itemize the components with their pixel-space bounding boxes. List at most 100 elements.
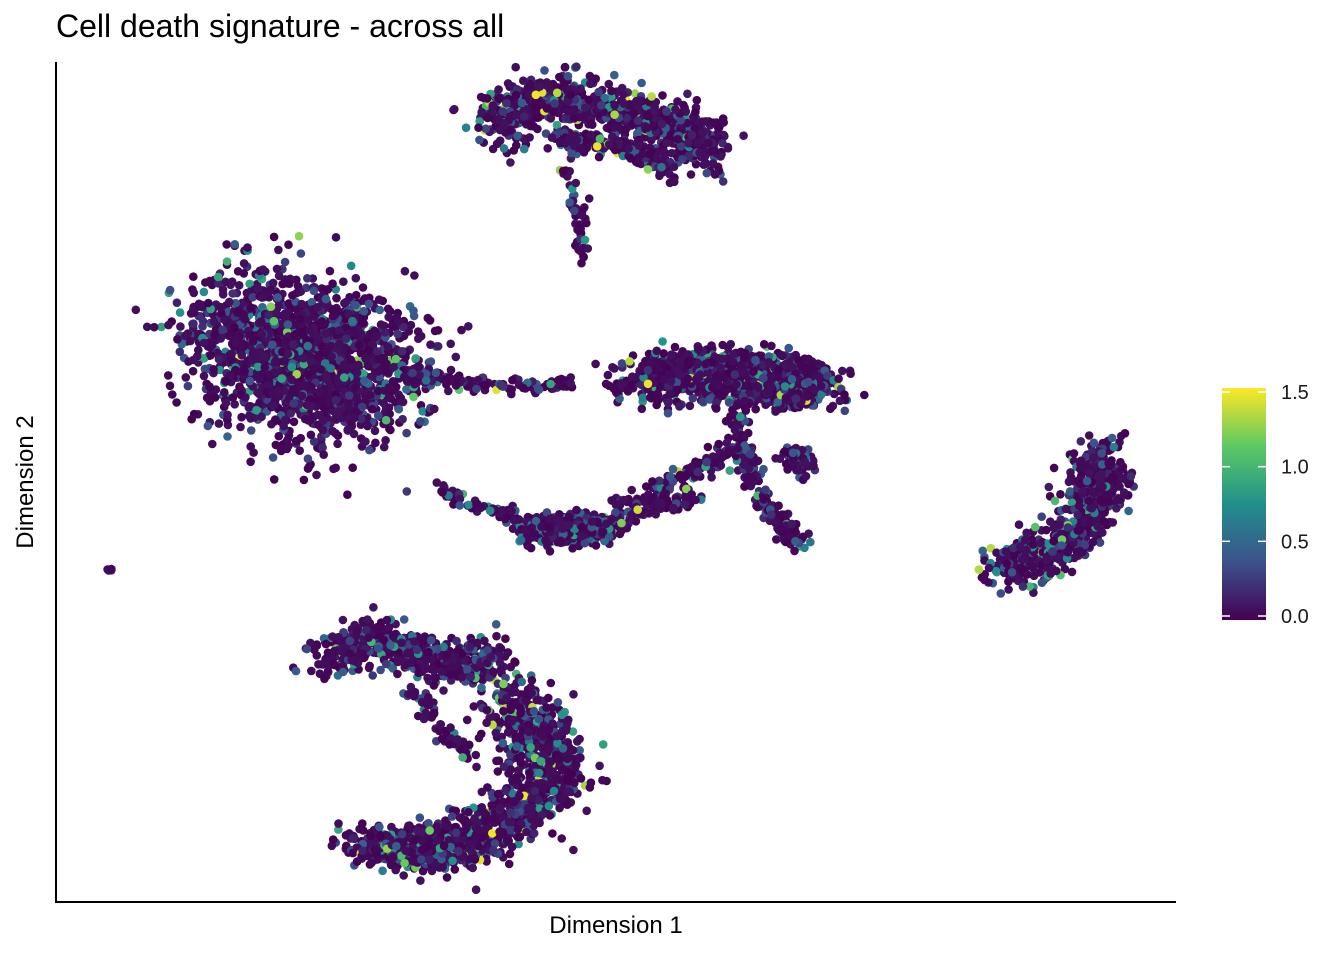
data-point [774, 501, 783, 511]
data-point [643, 365, 653, 375]
data-point [372, 347, 382, 356]
data-point [519, 76, 528, 85]
data-point [625, 357, 634, 366]
data-point [637, 78, 646, 88]
data-point [740, 396, 749, 406]
data-point [199, 287, 209, 297]
data-point [387, 321, 397, 331]
data-point [364, 299, 374, 309]
data-point [326, 364, 336, 373]
data-point [804, 354, 813, 364]
data-point [621, 125, 630, 134]
data-point [189, 355, 198, 365]
data-point [610, 70, 619, 80]
data-point [339, 373, 349, 382]
data-point [172, 398, 181, 407]
data-point [730, 370, 740, 379]
data-point [552, 88, 562, 98]
data-point [374, 295, 384, 305]
data-point [499, 144, 509, 153]
data-point [683, 118, 692, 128]
data-point [730, 425, 740, 435]
data-point [246, 457, 255, 467]
data-point [670, 177, 679, 187]
data-point [494, 85, 503, 94]
data-point [712, 404, 721, 413]
data-point [781, 393, 791, 403]
data-point [649, 122, 659, 131]
data-point [343, 490, 352, 500]
data-point [683, 469, 692, 479]
data-point [270, 358, 280, 367]
data-point [475, 135, 484, 145]
data-point [788, 448, 798, 458]
data-point [643, 379, 653, 389]
data-point [358, 319, 368, 328]
data-point [284, 441, 293, 451]
data-point [221, 277, 230, 287]
data-point [228, 289, 237, 298]
data-point [237, 351, 247, 360]
data-point [186, 336, 195, 346]
data-point [168, 390, 177, 399]
data-point [698, 128, 707, 138]
data-point [804, 377, 813, 387]
data-point [339, 360, 349, 369]
data-point [604, 140, 614, 149]
data-point [287, 362, 297, 372]
data-point [230, 240, 240, 249]
data-point [328, 311, 338, 321]
data-point [794, 465, 803, 475]
data-point [676, 371, 685, 380]
data-point [710, 458, 720, 468]
data-point [386, 425, 395, 435]
data-point [175, 308, 185, 317]
data-point [297, 299, 307, 309]
data-point [543, 144, 552, 153]
data-point [586, 119, 596, 129]
data-point [296, 314, 305, 324]
data-point [321, 294, 331, 304]
data-point [779, 510, 789, 519]
data-point [288, 291, 297, 300]
data-point [511, 62, 520, 72]
data-point [552, 120, 562, 130]
data-point [585, 71, 595, 81]
data-point [506, 125, 515, 134]
data-point [202, 393, 212, 403]
data-point [360, 376, 369, 386]
data-point [165, 381, 175, 391]
data-point [314, 387, 324, 397]
data-point [650, 366, 660, 375]
data-point [686, 170, 696, 179]
data-point [284, 240, 293, 249]
data-point [393, 329, 402, 339]
data-point [477, 107, 487, 117]
data-point [777, 350, 786, 360]
data-point [383, 304, 393, 314]
data-point [502, 99, 511, 108]
data-point [194, 345, 203, 355]
data-point [652, 400, 661, 410]
data-point [277, 374, 287, 383]
data-point [662, 138, 671, 148]
data-point [766, 371, 775, 381]
data-point [563, 71, 573, 81]
data-point [801, 471, 811, 481]
data-point [218, 285, 228, 294]
data-point [312, 331, 322, 341]
data-point [569, 105, 579, 115]
data-point [532, 102, 542, 112]
data-point [695, 148, 704, 158]
data-point [759, 340, 769, 349]
data-point [624, 144, 633, 153]
data-point [413, 327, 423, 336]
data-point [647, 92, 656, 101]
data-point [225, 297, 234, 307]
data-point [373, 411, 383, 420]
data-point [269, 232, 279, 242]
data-point [767, 341, 776, 351]
data-point [240, 314, 249, 324]
data-point [572, 62, 581, 71]
data-point [571, 178, 581, 188]
